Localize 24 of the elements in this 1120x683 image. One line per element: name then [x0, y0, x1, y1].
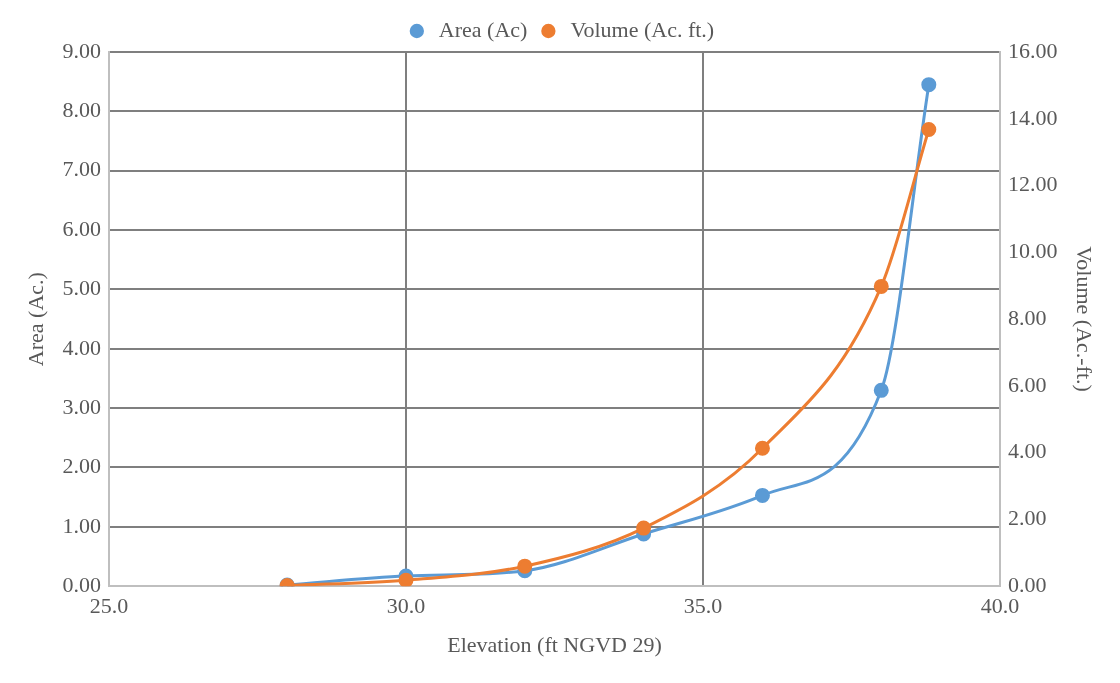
y2-tick-label: 2.00 [1008, 505, 1047, 531]
y-tick-label: 7.00 [62, 156, 101, 182]
y2-tick-label: 16.00 [1008, 37, 1058, 63]
y2-tick-label: 4.00 [1008, 438, 1047, 464]
y2-tick-label: 14.00 [1008, 104, 1058, 130]
y-tick-label: 5.00 [62, 275, 101, 301]
y-tick-label: 9.00 [62, 37, 101, 63]
y-tick-label: 3.00 [62, 393, 101, 419]
y2-tick-label: 8.00 [1008, 304, 1047, 330]
y-tick-label: 1.00 [62, 512, 101, 538]
y2-axis-title: Volume (Ac.-ft.) [1072, 246, 1098, 392]
y2-tick-label: 12.00 [1008, 171, 1058, 197]
y-tick-label: 8.00 [62, 97, 101, 123]
legend-label: Volume (Ac. ft.) [570, 16, 715, 42]
y-tick-label: 6.00 [62, 215, 101, 241]
y2-tick-label: 10.00 [1008, 238, 1058, 264]
x-tick-label: 35.0 [683, 593, 723, 619]
y-tick-label: 4.00 [62, 334, 101, 360]
x-tick-label: 30.0 [386, 593, 426, 619]
legend-label: Area (Ac) [438, 16, 528, 42]
y-axis-title: Area (Ac.) [22, 272, 48, 367]
x-axis-title: Elevation (ft NGVD 29) [447, 631, 662, 657]
y-tick-label: 2.00 [62, 453, 101, 479]
y2-tick-label: 6.00 [1008, 371, 1047, 397]
